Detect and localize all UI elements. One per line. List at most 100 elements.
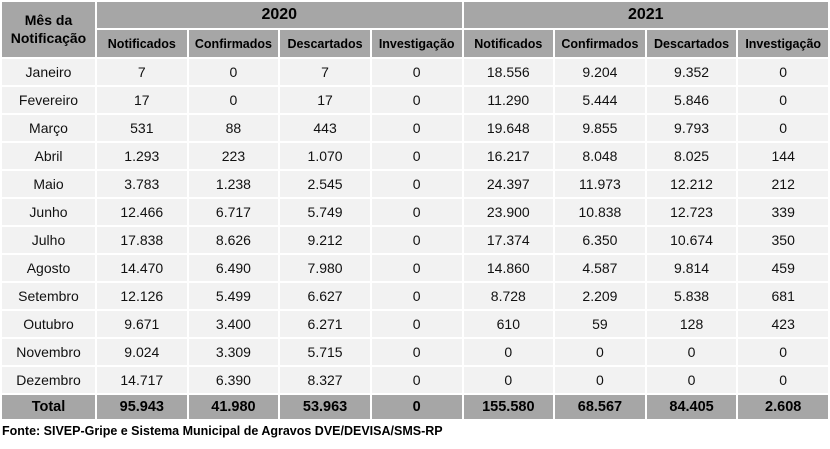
value-cell-2021-3: 0 [738,115,828,141]
value-cell-2021-2: 8.025 [646,143,737,169]
table-footer: Total 95.943 41.980 53.963 0 155.580 68.… [2,395,828,419]
table-row: Novembro 9.024 3.309 5.715 0 0 0 0 0 [2,339,828,365]
value-cell-2021-0: 18.556 [463,59,554,85]
value-cell-2020-0: 17 [97,87,187,113]
value-cell-2021-3: 423 [738,311,828,337]
value-cell-2020-0: 3.783 [97,171,187,197]
value-cell-2020-1: 3.400 [188,311,279,337]
table-header: Mês da Notificação 2020 2021 Notificados… [2,2,828,57]
month-cell: Junho [2,199,95,225]
value-cell-2021-1: 9.855 [555,115,645,141]
year-header-row: Mês da Notificação 2020 2021 [2,2,828,57]
value-cell-2020-2: 7 [280,59,370,85]
value-cell-2021-1: 8.048 [555,143,645,169]
value-cell-2020-3: 0 [371,311,462,337]
value-cell-2021-3: 0 [738,339,828,365]
month-cell: Abril [2,143,95,169]
value-cell-2020-1: 3.309 [188,339,279,365]
total-2021-notificados: 155.580 [463,395,554,419]
value-cell-2021-2: 5.838 [646,283,737,309]
value-cell-2021-1: 0 [555,339,645,365]
value-cell-2021-2: 9.814 [646,255,737,281]
value-cell-2020-3: 0 [371,255,462,281]
value-cell-2021-1: 5.444 [555,87,645,113]
value-cell-2020-0: 12.466 [97,199,187,225]
table-row: Setembro 12.126 5.499 6.627 0 8.728 2.209 5.838… [2,283,828,309]
value-cell-2020-0: 531 [97,115,187,141]
table-row: Abril 1.293 223 1.070 0 16.217 8.048 8.025 144 [2,143,828,169]
value-cell-2020-3: 0 [371,171,462,197]
value-cell-2020-2: 5.749 [280,199,370,225]
total-2021-confirmados: 68.567 [555,395,645,419]
value-cell-2020-3: 0 [371,339,462,365]
value-cell-2021-2: 9.352 [646,59,737,85]
value-cell-2021-0: 610 [463,311,554,337]
notification-table: Mês da Notificação 2020 2021 Notificados… [2,2,828,419]
value-cell-2021-3: 339 [738,199,828,225]
value-cell-2021-0: 19.648 [463,115,554,141]
value-cell-2020-2: 1.070 [280,143,370,169]
month-cell: Maio [2,171,95,197]
value-cell-2020-3: 0 [371,227,462,253]
value-cell-2021-1: 11.973 [555,171,645,197]
value-cell-2021-1: 6.350 [555,227,645,253]
value-cell-2021-3: 681 [738,283,828,309]
value-cell-2020-1: 6.390 [188,367,279,393]
subheader-2020-descartados: Descartados [280,30,370,57]
value-cell-2021-3: 144 [738,143,828,169]
value-cell-2021-1: 2.209 [555,283,645,309]
value-cell-2020-2: 8.327 [280,367,370,393]
value-cell-2020-3: 0 [371,367,462,393]
value-cell-2020-1: 6.717 [188,199,279,225]
value-cell-2021-0: 23.900 [463,199,554,225]
value-cell-2021-0: 14.860 [463,255,554,281]
value-cell-2021-2: 0 [646,367,737,393]
value-cell-2021-0: 0 [463,367,554,393]
value-cell-2021-2: 9.793 [646,115,737,141]
subheader-2020-investigacao: Investigação [371,30,462,57]
value-cell-2020-2: 6.271 [280,311,370,337]
table-row: Fevereiro 17 0 17 0 11.290 5.444 5.846 0 [2,87,828,113]
subheader-2021-investigacao: Investigação [738,30,828,57]
table-row: Maio 3.783 1.238 2.545 0 24.397 11.973 12.212 21… [2,171,828,197]
month-cell: Outubro [2,311,95,337]
value-cell-2020-0: 7 [97,59,187,85]
value-cell-2020-2: 17 [280,87,370,113]
value-cell-2020-1: 1.238 [188,171,279,197]
value-cell-2021-1: 9.204 [555,59,645,85]
table-row: Outubro 9.671 3.400 6.271 0 610 59 128 423 [2,311,828,337]
value-cell-2020-3: 0 [371,87,462,113]
value-cell-2020-2: 9.212 [280,227,370,253]
value-cell-2021-1: 10.838 [555,199,645,225]
month-cell: Julho [2,227,95,253]
subheader-2020-notificados: Notificados [97,30,187,57]
value-cell-2020-1: 6.490 [188,255,279,281]
corner-header-cell: Mês da Notificação [2,2,95,57]
value-cell-2021-1: 0 [555,367,645,393]
month-cell: Março [2,115,95,141]
table-body: Janeiro 7 0 7 0 18.556 9.204 9.352 0 Fevereiro 17 0… [2,59,828,393]
value-cell-2021-3: 212 [738,171,828,197]
value-cell-2020-1: 0 [188,87,279,113]
value-cell-2021-3: 0 [738,59,828,85]
value-cell-2021-3: 350 [738,227,828,253]
month-cell: Setembro [2,283,95,309]
table-row: Junho 12.466 6.717 5.749 0 23.900 10.838 12.723… [2,199,828,225]
total-label-cell: Total [2,395,95,419]
value-cell-2020-3: 0 [371,283,462,309]
value-cell-2021-1: 59 [555,311,645,337]
month-cell: Agosto [2,255,95,281]
value-cell-2020-2: 5.715 [280,339,370,365]
value-cell-2021-2: 0 [646,339,737,365]
month-cell: Janeiro [2,59,95,85]
value-cell-2021-0: 17.374 [463,227,554,253]
value-cell-2020-1: 8.626 [188,227,279,253]
total-2020-investigacao: 0 [371,395,462,419]
value-cell-2020-1: 0 [188,59,279,85]
value-cell-2021-0: 24.397 [463,171,554,197]
subheader-2021-notificados: Notificados [463,30,554,57]
value-cell-2020-3: 0 [371,115,462,141]
value-cell-2021-0: 8.728 [463,283,554,309]
total-2020-confirmados: 41.980 [188,395,279,419]
